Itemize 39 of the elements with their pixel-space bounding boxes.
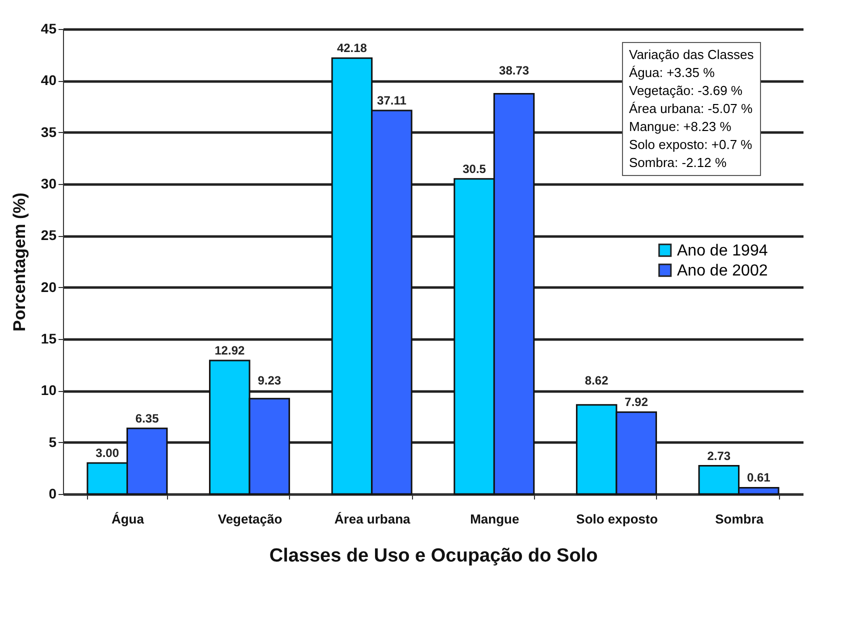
annotation: Variação das Classes: [629, 46, 754, 64]
y-tick-label: 45: [40, 20, 57, 36]
y-tick-label: 30: [40, 176, 57, 192]
data-label: 37.11: [377, 94, 407, 108]
y-tick-label: 25: [40, 227, 57, 244]
data-label: 30.5: [462, 162, 486, 176]
x-tick-label: Área urbana: [334, 512, 412, 526]
y-tick-label: 5: [48, 434, 57, 450]
x-tick-label: Água: [111, 512, 145, 526]
annotation: Água: +3.35 %: [629, 64, 716, 82]
annotation: Vegetação: -3.69 %: [629, 82, 744, 100]
data-label: 38.73: [499, 64, 530, 78]
legend-label: Ano de 2002: [677, 262, 768, 280]
data-label: 2.73: [707, 448, 731, 463]
x-tick-label: Sombra: [715, 512, 764, 526]
annotation: Sombra: -2.12 %: [629, 154, 728, 172]
data-label: 0.61: [746, 470, 771, 485]
annotation: Solo exposto: +0.7 %: [629, 136, 754, 154]
y-tick-label: 35: [40, 124, 57, 140]
x-tick-label: Mangue: [470, 512, 520, 526]
annotation: Mangue: +8.23 %: [629, 118, 732, 136]
y-axis-title: Porcentagem (%): [10, 192, 29, 332]
y-tick-label: 0: [48, 486, 57, 502]
data-label: 6.35: [135, 411, 160, 426]
legend-label: Ano de 1994: [677, 242, 768, 260]
data-label: 42.18: [336, 41, 368, 56]
x-tick-label: Solo exposto: [576, 512, 658, 526]
y-tick-label: 15: [40, 330, 57, 346]
x-tick-label: Vegetação: [218, 512, 282, 526]
data-label: 8.62: [584, 374, 609, 388]
y-tick-label: 20: [40, 278, 57, 295]
data-label: 7.92: [624, 395, 648, 410]
data-label: 9.23: [258, 374, 282, 388]
y-tick-label: 10: [40, 382, 57, 398]
x-axis-title: Classes de Uso e Ocupação do Solo: [269, 546, 598, 566]
data-label: 3.00: [96, 446, 120, 460]
y-tick-label: 40: [40, 72, 57, 88]
annotation: Área urbana: -5.07 %: [629, 100, 754, 118]
data-label: 12.92: [214, 343, 245, 358]
